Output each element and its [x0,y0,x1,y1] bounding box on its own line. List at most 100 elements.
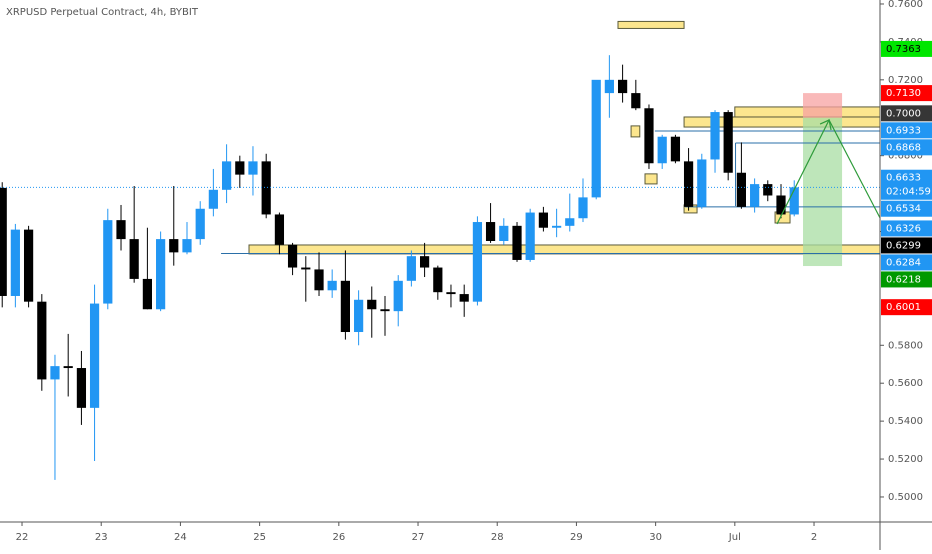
price-tag [881,139,932,156]
candle-body [789,187,799,215]
x-tick-label: 2 [811,532,817,543]
candle-body [301,267,311,270]
price-tag-label: 0.6933 [886,125,921,136]
y-tick-label: 0.7600 [888,0,923,10]
zone [683,116,880,128]
candle-body [591,79,601,198]
x-tick-label: 29 [570,532,583,543]
candle-body [485,222,496,241]
candle-body [142,278,152,310]
price-tag-label: 0.7000 [886,108,921,119]
candle-body [340,280,350,333]
price-tag [881,40,932,57]
candle-body [314,269,324,291]
y-tick-label: 0.5600 [888,378,923,389]
candle-body [538,212,548,228]
x-tick-label: 23 [95,532,108,543]
candle-body [156,239,166,310]
x-tick-label: 22 [16,532,29,543]
candle-body [169,239,179,253]
candle-body [512,225,522,260]
price-tag-label: 0.6534 [886,204,921,215]
zone [644,173,658,185]
y-tick-label: 0.6800 [888,151,923,162]
candle-body [525,212,535,260]
candle-body [235,161,245,175]
price-tag-label: 0.7130 [886,88,921,99]
price-tag [881,237,932,254]
price-tag-label: 0.6299 [886,240,921,251]
price-tag [881,169,932,200]
candle-body [116,220,126,240]
candle-body [578,197,588,219]
candle-body [631,93,641,109]
price-tag-label: 0.6218 [886,274,921,285]
price-tag [881,85,932,102]
candle-body [103,220,113,304]
candle-body [697,159,707,207]
candle-body [552,225,562,228]
candle-body [565,218,575,226]
price-tag [881,105,932,122]
candle-body [380,309,390,312]
target-zone [803,117,843,267]
candle-body [274,214,285,245]
y-tick-label: 0.5000 [888,492,923,503]
candle-body [221,161,232,190]
candle-body [644,108,654,164]
x-tick-label: Jul [728,532,741,543]
candle-body [261,161,271,215]
candle-body [499,225,509,241]
candle-body [76,368,87,408]
x-tick-label: 30 [649,532,662,543]
price-tag-label: 0.6001 [886,302,921,313]
candle-body [604,79,614,94]
x-tick-label: 28 [491,532,504,543]
stop-zone [803,93,843,118]
candle-body [683,161,694,207]
y-tick-label: 0.5400 [888,416,923,427]
candle-body [617,79,628,94]
price-tag-label: 0.6284 [886,257,921,268]
candle-body [472,222,483,302]
candle-body [208,189,218,209]
arrow-head [819,119,832,131]
chart-title: XRPUSD Perpetual Contract, 4h, BYBIT [6,7,199,18]
price-tag [881,122,932,139]
candle-body [129,239,139,279]
candle-body [710,112,720,160]
candle-body [195,208,205,240]
x-tick-label: 25 [253,532,266,543]
candle-body [763,184,773,196]
candle-body [327,280,337,291]
price-tag-countdown: 02:04:59 [886,187,931,198]
candle-body [723,112,733,173]
candle-body [670,136,681,162]
candle-body [459,294,469,302]
zone [248,244,880,255]
y-tick-label: 0.5200 [888,454,923,465]
price-tag [881,254,932,271]
candle-body [63,366,73,369]
candle-body [776,195,786,215]
candle-body [23,229,34,302]
candle-body [354,299,364,333]
zone [630,125,641,138]
candle-body [10,229,20,296]
price-tag-label: 0.6326 [886,223,921,234]
y-tick-label: 0.7200 [888,75,923,86]
candle-body [393,280,403,312]
candle-body [657,136,667,164]
candle-body [89,303,100,408]
price-tag [881,200,932,217]
candle-body [182,239,192,253]
x-tick-label: 24 [174,532,187,543]
price-tag [881,299,932,316]
candle-body [367,299,377,310]
price-tag-label: 0.6633 [886,173,921,184]
candle-body [406,256,416,281]
price-tag [881,220,932,237]
